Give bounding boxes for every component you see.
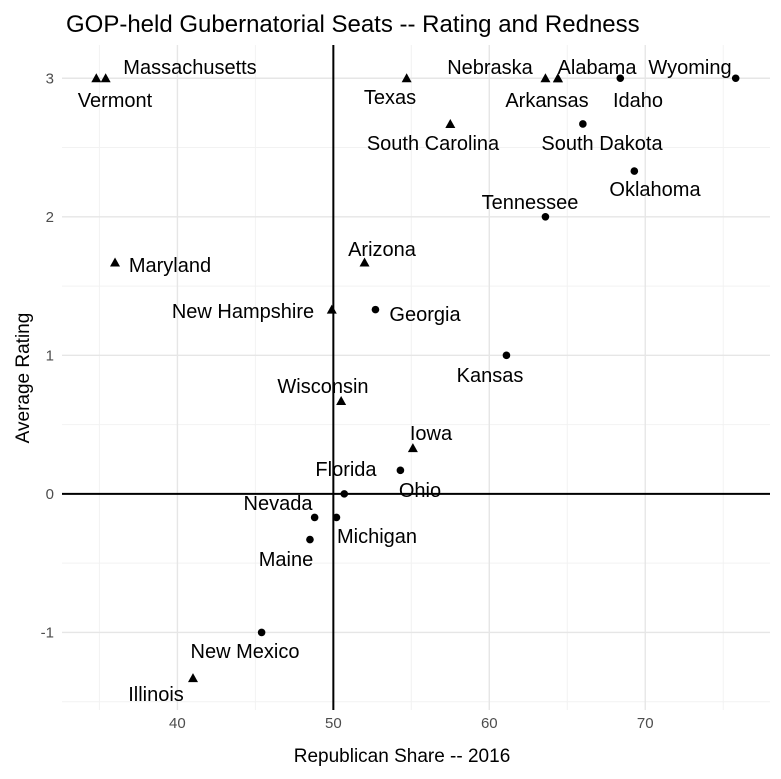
point-circle — [396, 466, 405, 475]
y-axis-label: Average Rating — [13, 313, 34, 444]
point-label: Georgia — [389, 304, 461, 326]
chart-title: GOP-held Gubernatorial Seats -- Rating a… — [66, 11, 640, 38]
y-tick-label: 0 — [46, 486, 54, 503]
point-labels: Massachusetts Vermont Texas Nebraska Alabama… — [78, 57, 732, 706]
point-label: Michigan — [337, 526, 417, 548]
point-label: New Hampshire — [172, 301, 314, 323]
point-label: Maryland — [129, 255, 211, 277]
point-triangle — [187, 673, 198, 683]
point-label: Arizona — [348, 239, 417, 261]
point-triangle — [552, 73, 563, 83]
x-tick-label: 40 — [169, 715, 186, 732]
point-label: Iowa — [410, 423, 453, 445]
point-triangle — [326, 304, 337, 314]
point-triangle — [91, 73, 102, 83]
point-triangle — [445, 118, 456, 128]
point-label: Wisconsin — [277, 376, 368, 398]
point-label: Tennessee — [482, 192, 579, 214]
point-label: Wyoming — [648, 57, 731, 79]
point-label: Florida — [315, 459, 377, 481]
point-triangle — [401, 73, 412, 83]
points — [91, 73, 740, 683]
tick-labels: 40 50 60 70 -1 0 1 2 3 — [41, 70, 654, 732]
x-tick-label: 70 — [637, 715, 654, 732]
point-circle — [371, 305, 380, 314]
point-circle — [340, 490, 349, 498]
point-triangle — [540, 73, 551, 83]
point-circle — [310, 513, 319, 522]
point-label: Nebraska — [447, 57, 533, 79]
point-circle — [731, 74, 740, 83]
point-circle — [630, 167, 639, 175]
y-tick-label: -1 — [41, 624, 54, 641]
x-axis-label: Republican Share -- 2016 — [294, 746, 511, 767]
point-label: South Carolina — [367, 133, 500, 155]
point-circle — [306, 535, 314, 544]
point-label: South Dakota — [541, 133, 663, 155]
point-label: Idaho — [613, 90, 663, 112]
point-label: Ohio — [399, 480, 441, 502]
point-label: New Mexico — [191, 641, 300, 663]
point-label: Alabama — [558, 57, 638, 79]
point-triangle — [110, 257, 121, 267]
point-circle — [541, 212, 550, 221]
point-label: Massachusetts — [123, 57, 256, 79]
point-label: Arkansas — [505, 90, 588, 112]
point-label: Kansas — [457, 365, 524, 387]
point-label: Oklahoma — [609, 179, 701, 201]
y-tick-label: 1 — [46, 347, 54, 364]
y-tick-label: 3 — [46, 70, 54, 87]
point-label: Maine — [259, 549, 313, 571]
point-label: Vermont — [78, 90, 153, 112]
point-circle — [502, 351, 511, 360]
point-circle — [579, 120, 587, 128]
x-tick-label: 60 — [481, 715, 498, 732]
point-triangle — [407, 443, 418, 453]
x-tick-label: 50 — [325, 715, 342, 732]
point-label: Texas — [364, 87, 416, 109]
point-label: Illinois — [128, 684, 184, 706]
point-triangle — [336, 396, 347, 406]
point-label: Nevada — [244, 493, 314, 515]
point-circle — [332, 513, 341, 522]
reference-lines — [62, 45, 770, 710]
point-circle — [257, 628, 266, 637]
point-triangle — [100, 73, 111, 83]
point-circle — [616, 74, 625, 83]
y-tick-label: 2 — [46, 209, 54, 226]
point-triangle — [359, 257, 370, 267]
